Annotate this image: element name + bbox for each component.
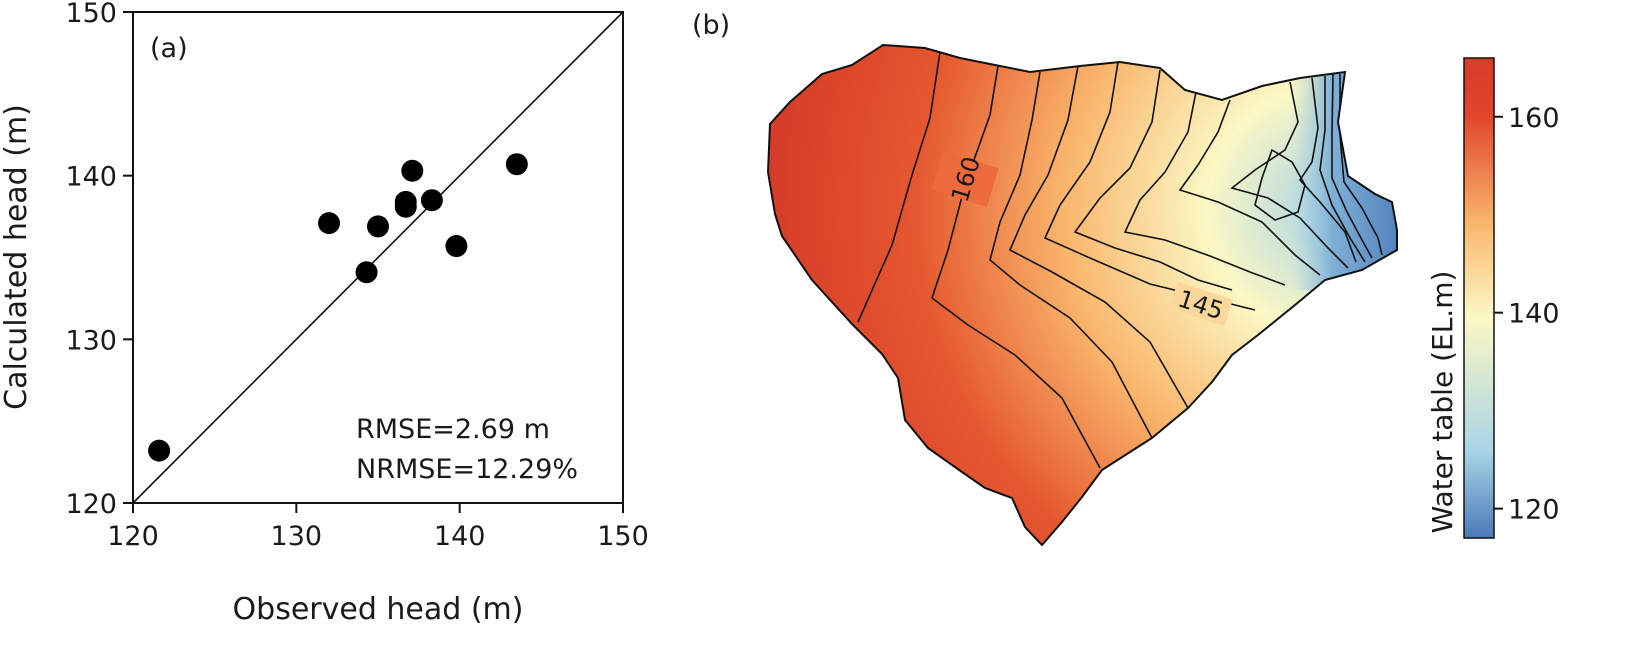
scatter-points [148,153,528,462]
contour-label-160-mask [931,151,999,207]
one-to-one-line [132,11,624,504]
contour-line [1008,65,1189,409]
x-tick-label: 150 [597,521,649,552]
data-point [420,189,443,212]
scatter-plot-area: 120 130 140 150 120 130 140 150 [65,0,648,552]
x-axis-ticks: 120 130 140 150 [107,503,649,552]
colorbar-gradient [1463,57,1495,539]
x-tick-label: 120 [107,521,159,552]
colorbar-tick-label: 160 [1508,103,1560,134]
contour-line [1254,148,1306,221]
outlet-zone [1290,60,1397,290]
contour-line [989,71,1153,439]
panel-b-label: (b) [692,10,730,41]
contour-line [857,51,941,323]
contour-line [1073,69,1233,291]
x-tick-label: 140 [434,521,486,552]
rmse-annotation: RMSE=2.69 m [356,414,550,445]
contour-line [1178,99,1321,276]
basin-outline [766,43,1398,547]
contour-line [1319,76,1366,263]
colorbar-tick-label: 120 [1508,495,1560,526]
data-point [318,212,340,235]
basin-fill [768,45,1397,545]
data-point [445,235,468,258]
panel-a-label: (a) [150,33,188,64]
x-tick-label: 130 [271,521,323,552]
contour-line [1331,73,1373,259]
contour-line [1123,91,1286,286]
data-point [148,439,171,462]
nrmse-annotation: NRMSE=12.29% [356,454,578,485]
data-point [367,215,389,238]
y-tick-label: 150 [65,0,117,29]
y-tick-label: 130 [65,325,117,356]
data-point [505,153,528,176]
y-tick-label: 120 [65,489,117,520]
panel-a: 120 130 140 150 120 130 140 150 (a) RMSE=2.69 … [0,0,649,627]
data-point [355,261,378,284]
y-tick-label: 140 [65,162,117,193]
water-table-map: 160 145 [766,43,1398,547]
colorbar-tick-label: 140 [1508,299,1560,330]
contour-line [931,65,1101,469]
colorbar: 120 140 160 Water table (EL.m) [1426,57,1560,539]
panel-b: (b) 160 145 120 140 160 Water table (EL.m) [692,10,1560,547]
contour-lines [857,51,1383,469]
colorbar-ticks: 120 140 160 [1494,103,1560,526]
y-axis-label: Calculated head (m) [0,104,34,410]
y-axis-ticks: 120 130 140 150 [65,0,133,520]
contour-line [1230,81,1349,269]
data-point [394,195,417,218]
data-point [401,159,424,182]
plot-frame [132,11,624,504]
colorbar-label: Water table (EL.m) [1426,271,1459,534]
contour-line [1298,77,1357,263]
contour-label-145-mask [1169,281,1233,327]
x-axis-label: Observed head (m) [233,592,524,627]
